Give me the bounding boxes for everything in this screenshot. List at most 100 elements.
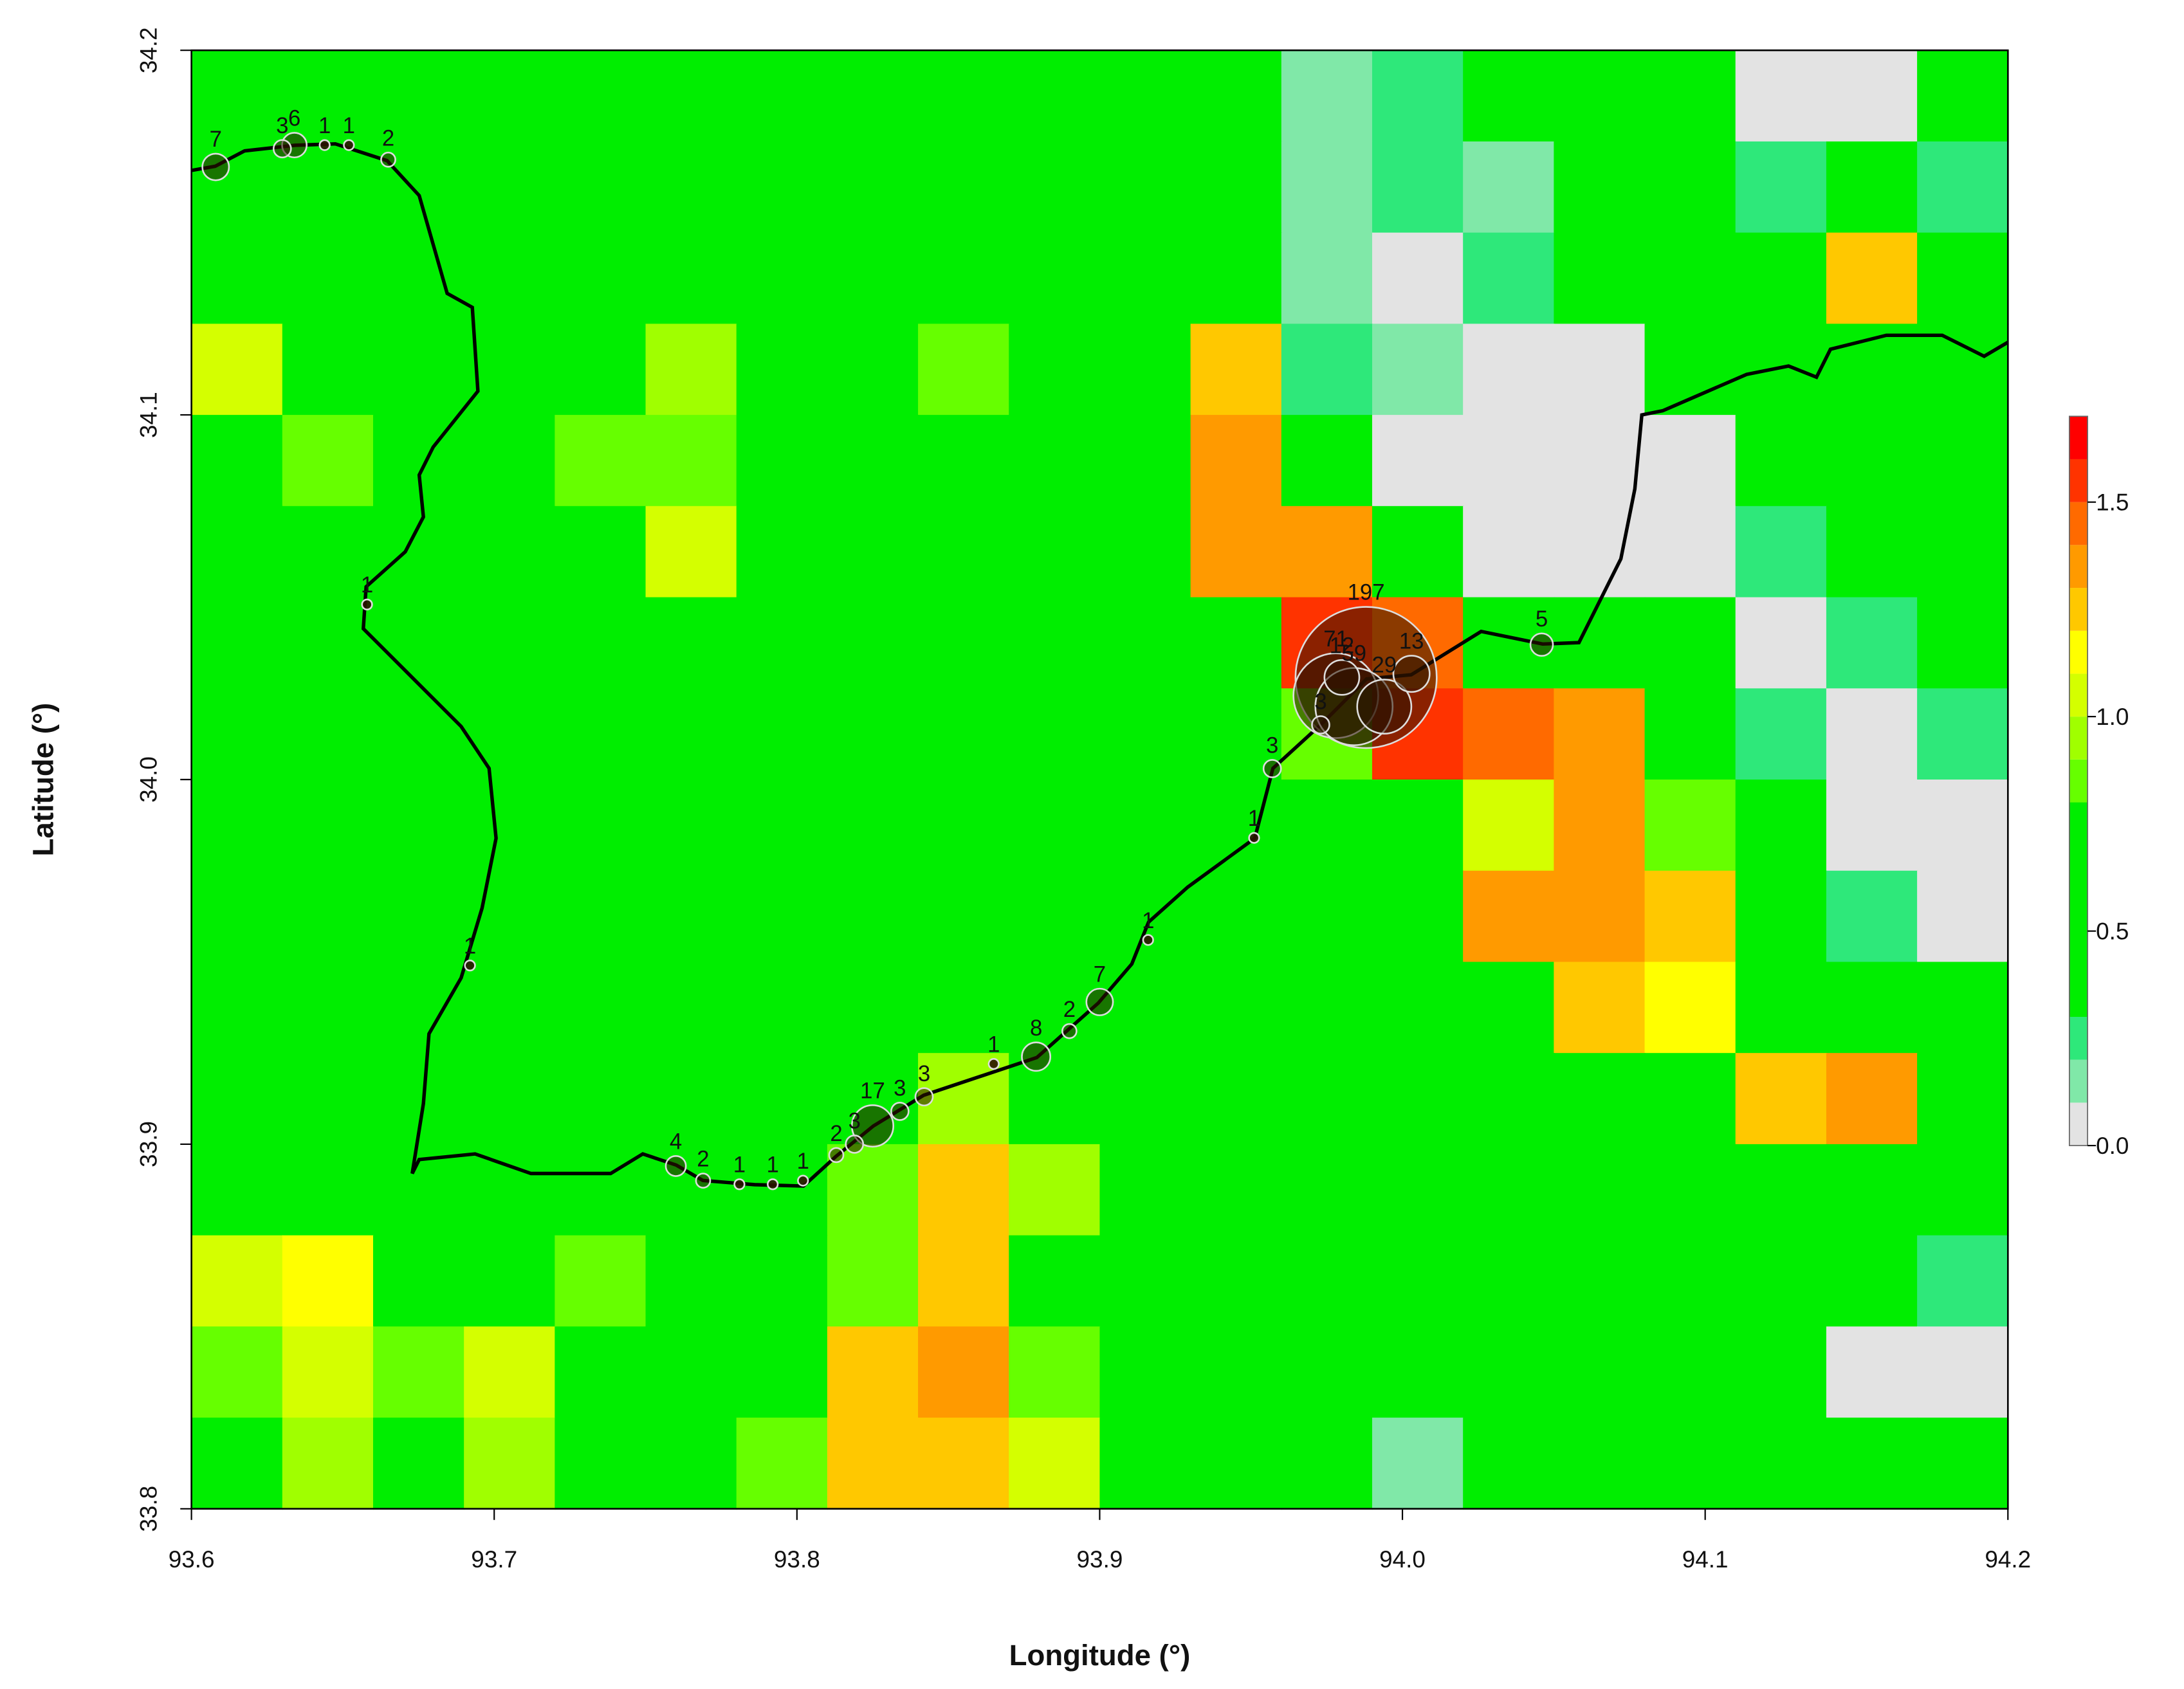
heat-cell bbox=[1735, 415, 1828, 507]
event-point bbox=[845, 1135, 865, 1154]
heat-cell bbox=[736, 1326, 829, 1419]
event-point bbox=[1262, 759, 1282, 778]
point-label: 59 bbox=[1341, 642, 1366, 666]
heat-cell bbox=[1009, 232, 1101, 325]
heat-cell bbox=[1190, 597, 1283, 689]
heat-cell bbox=[1826, 141, 1918, 233]
heat-cell bbox=[1917, 1235, 2009, 1328]
heat-cell bbox=[918, 506, 1010, 598]
heat-cell bbox=[827, 506, 919, 598]
point-label: 1 bbox=[987, 1033, 1000, 1057]
heat-cell bbox=[1099, 50, 1191, 143]
heat-cell bbox=[918, 1326, 1010, 1419]
point-label: 2 bbox=[830, 1122, 842, 1146]
heat-cell bbox=[1644, 870, 1737, 963]
heat-cell bbox=[1917, 141, 2009, 233]
event-point bbox=[767, 1178, 779, 1191]
heat-cell bbox=[736, 324, 829, 416]
heat-cell bbox=[555, 50, 647, 143]
heat-cell bbox=[1190, 1235, 1283, 1328]
heat-cell bbox=[1735, 232, 1828, 325]
heat-cell bbox=[827, 1418, 919, 1510]
heat-cell bbox=[1554, 324, 1646, 416]
event-point bbox=[1248, 832, 1260, 844]
heat-cell bbox=[1554, 870, 1646, 963]
point-label: 1 bbox=[733, 1153, 746, 1178]
point-label: 3 bbox=[849, 1109, 861, 1133]
heat-cell bbox=[1917, 1418, 2009, 1510]
heat-cell bbox=[1735, 506, 1828, 598]
heat-cell bbox=[555, 1326, 647, 1419]
heat-cell bbox=[191, 1418, 284, 1510]
heat-cell bbox=[191, 962, 284, 1054]
heat-cell bbox=[918, 141, 1010, 233]
heat-cell bbox=[1644, 780, 1737, 872]
heat-cell bbox=[645, 1235, 738, 1328]
heat-cell bbox=[1644, 962, 1737, 1054]
heat-cell bbox=[464, 324, 556, 416]
heat-cell bbox=[1372, 141, 1464, 233]
heat-cell bbox=[1826, 506, 1918, 598]
heat-cell bbox=[464, 962, 556, 1054]
heat-cell bbox=[1372, 232, 1464, 325]
heat-cell bbox=[1826, 597, 1918, 689]
heat-cell bbox=[1826, 415, 1918, 507]
y-tick-label: 34.0 bbox=[135, 756, 161, 803]
heat-cell bbox=[464, 870, 556, 963]
event-point bbox=[914, 1087, 934, 1107]
heat-cell bbox=[736, 50, 829, 143]
event-point bbox=[1085, 987, 1114, 1016]
heat-cell bbox=[1009, 962, 1101, 1054]
heat-cell bbox=[1372, 50, 1464, 143]
heat-cell bbox=[555, 688, 647, 781]
heat-cell bbox=[464, 1144, 556, 1236]
heat-cell bbox=[918, 962, 1010, 1054]
colorbar-segment bbox=[2069, 1016, 2088, 1060]
heat-cell bbox=[1099, 870, 1191, 963]
heat-cell bbox=[1735, 1235, 1828, 1328]
heat-cell bbox=[736, 597, 829, 689]
heat-cell bbox=[1190, 232, 1283, 325]
heat-cell bbox=[736, 962, 829, 1054]
heat-cell bbox=[918, 870, 1010, 963]
heat-cell bbox=[555, 324, 647, 416]
heat-cell bbox=[1463, 324, 1555, 416]
heatmap bbox=[191, 50, 2009, 1510]
heat-cell bbox=[1644, 506, 1737, 598]
heat-cell bbox=[1917, 597, 2009, 689]
heat-cell bbox=[1190, 780, 1283, 872]
heat-cell bbox=[1644, 1326, 1737, 1419]
heat-cell bbox=[372, 1235, 465, 1328]
heat-cell bbox=[736, 1053, 829, 1146]
point-label: 5 bbox=[1536, 607, 1548, 632]
x-tick-label: 93.7 bbox=[471, 1546, 517, 1573]
heat-cell bbox=[1735, 780, 1828, 872]
heat-cell bbox=[1554, 1418, 1646, 1510]
event-point bbox=[733, 1178, 746, 1191]
heat-cell bbox=[1463, 50, 1555, 143]
heat-cell bbox=[918, 1235, 1010, 1328]
heat-cell bbox=[282, 1326, 374, 1419]
heat-cell bbox=[645, 1326, 738, 1419]
heat-cell bbox=[1372, 1053, 1464, 1146]
heat-cell bbox=[736, 780, 829, 872]
heat-cell bbox=[736, 1144, 829, 1236]
point-label: 1 bbox=[361, 573, 373, 598]
point-label: 3 bbox=[1314, 690, 1326, 715]
heat-cell bbox=[1099, 324, 1191, 416]
heat-cell bbox=[555, 1418, 647, 1510]
heat-cell bbox=[1917, 324, 2009, 416]
heat-cell bbox=[736, 1418, 829, 1510]
heat-cell bbox=[1281, 415, 1373, 507]
heat-cell bbox=[918, 688, 1010, 781]
point-label: 1 bbox=[318, 114, 331, 138]
heat-cell bbox=[372, 415, 465, 507]
heat-cell bbox=[1826, 962, 1918, 1054]
colorbar-segment bbox=[2069, 1102, 2088, 1146]
heat-cell bbox=[1372, 1326, 1464, 1419]
heat-cell bbox=[1281, 1235, 1373, 1328]
road bbox=[191, 142, 2009, 1188]
event-point bbox=[1529, 632, 1554, 657]
point-label: 17 bbox=[860, 1079, 885, 1103]
heat-cell bbox=[1190, 870, 1283, 963]
